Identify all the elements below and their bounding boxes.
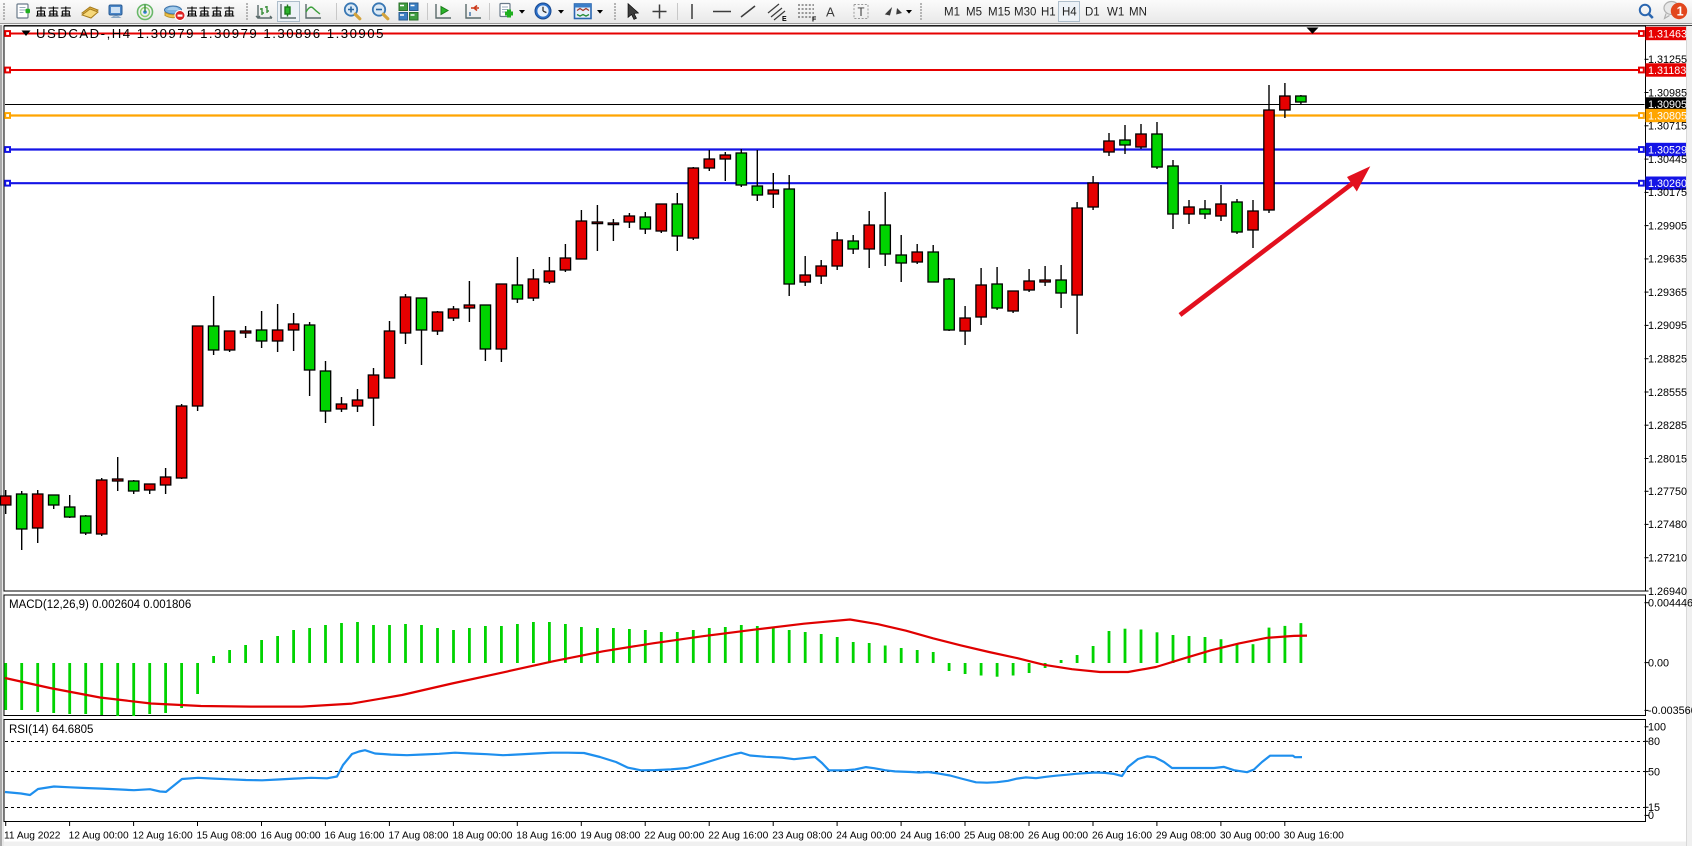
svg-text:RSI(14) 64.6805: RSI(14) 64.6805 bbox=[9, 724, 93, 736]
svg-text:T: T bbox=[858, 7, 865, 19]
svg-text:0: 0 bbox=[1648, 810, 1654, 822]
svg-text:18 Aug 00:00: 18 Aug 00:00 bbox=[452, 831, 512, 842]
svg-text:USDCAD-,H4 1.30979 1.30979 1.: USDCAD-,H4 1.30979 1.30979 1.30896 1.309… bbox=[36, 26, 385, 41]
svg-text:1.26940: 1.26940 bbox=[1648, 586, 1687, 598]
svg-text:1.30805: 1.30805 bbox=[1648, 110, 1687, 122]
svg-text:E: E bbox=[782, 16, 787, 23]
svg-text:30 Aug 16:00: 30 Aug 16:00 bbox=[1284, 831, 1344, 842]
svg-text:1.30445: 1.30445 bbox=[1648, 154, 1687, 166]
svg-text:16 Aug 16:00: 16 Aug 16:00 bbox=[324, 831, 384, 842]
svg-text:0.00: 0.00 bbox=[1648, 657, 1669, 669]
svg-text:1: 1 bbox=[1677, 5, 1684, 19]
svg-text:26 Aug 16:00: 26 Aug 16:00 bbox=[1092, 831, 1152, 842]
svg-text:1.30715: 1.30715 bbox=[1648, 121, 1687, 133]
svg-text:1.27210: 1.27210 bbox=[1648, 553, 1687, 565]
svg-text:19 Aug 08:00: 19 Aug 08:00 bbox=[580, 831, 640, 842]
svg-text:15 Aug 08:00: 15 Aug 08:00 bbox=[197, 831, 257, 842]
svg-text:1.29365: 1.29365 bbox=[1648, 287, 1687, 299]
svg-text:M30: M30 bbox=[1014, 7, 1036, 19]
svg-text:1.29635: 1.29635 bbox=[1648, 254, 1687, 266]
svg-text:MACD(12,26,9) 0.002604 0.00180: MACD(12,26,9) 0.002604 0.001806 bbox=[9, 599, 191, 611]
svg-text:25 Aug 08:00: 25 Aug 08:00 bbox=[964, 831, 1024, 842]
svg-text:H4: H4 bbox=[1062, 7, 1077, 19]
svg-text:A: A bbox=[826, 5, 835, 20]
svg-text:100: 100 bbox=[1648, 722, 1666, 734]
svg-text:22 Aug 00:00: 22 Aug 00:00 bbox=[644, 831, 704, 842]
svg-text:M5: M5 bbox=[966, 7, 982, 19]
svg-text:1.28555: 1.28555 bbox=[1648, 387, 1687, 399]
svg-text:1.30175: 1.30175 bbox=[1648, 187, 1687, 199]
svg-text:23 Aug 08:00: 23 Aug 08:00 bbox=[772, 831, 832, 842]
svg-text:1.27750: 1.27750 bbox=[1648, 486, 1687, 498]
svg-text:29 Aug 08:00: 29 Aug 08:00 bbox=[1156, 831, 1216, 842]
svg-text:30 Aug 00:00: 30 Aug 00:00 bbox=[1220, 831, 1280, 842]
svg-text:26 Aug 00:00: 26 Aug 00:00 bbox=[1028, 831, 1088, 842]
svg-text:W1: W1 bbox=[1107, 7, 1124, 19]
svg-text:24 Aug 16:00: 24 Aug 16:00 bbox=[900, 831, 960, 842]
svg-text:1.30905: 1.30905 bbox=[1648, 99, 1687, 111]
svg-text:1.29095: 1.29095 bbox=[1648, 320, 1687, 332]
svg-text:17 Aug 08:00: 17 Aug 08:00 bbox=[388, 831, 448, 842]
svg-text:H1: H1 bbox=[1041, 7, 1056, 19]
svg-text:M1: M1 bbox=[944, 7, 960, 19]
svg-text:15: 15 bbox=[1648, 802, 1660, 814]
svg-text:1.27480: 1.27480 bbox=[1648, 519, 1687, 531]
svg-text:1.30529: 1.30529 bbox=[1648, 144, 1687, 156]
svg-text:12 Aug 16:00: 12 Aug 16:00 bbox=[133, 831, 193, 842]
svg-text:1.28285: 1.28285 bbox=[1648, 420, 1687, 432]
svg-text:18 Aug 16:00: 18 Aug 16:00 bbox=[516, 831, 576, 842]
svg-text:24 Aug 00:00: 24 Aug 00:00 bbox=[836, 831, 896, 842]
svg-text:22 Aug 16:00: 22 Aug 16:00 bbox=[708, 831, 768, 842]
svg-text:1.29905: 1.29905 bbox=[1648, 220, 1687, 232]
svg-text:1.31463: 1.31463 bbox=[1648, 28, 1687, 40]
svg-text:11 Aug 2022: 11 Aug 2022 bbox=[4, 831, 61, 842]
svg-text:80: 80 bbox=[1648, 736, 1660, 748]
svg-text:50: 50 bbox=[1648, 766, 1660, 778]
svg-text:1.30260: 1.30260 bbox=[1648, 178, 1687, 190]
svg-text:-0.003566: -0.003566 bbox=[1648, 705, 1692, 717]
svg-text:1.31183: 1.31183 bbox=[1648, 65, 1686, 77]
svg-text:1.30985: 1.30985 bbox=[1648, 87, 1687, 99]
svg-text:1.31255: 1.31255 bbox=[1648, 54, 1687, 66]
svg-text:16 Aug 00:00: 16 Aug 00:00 bbox=[261, 831, 321, 842]
svg-text:F: F bbox=[812, 17, 817, 24]
svg-text:1.28015: 1.28015 bbox=[1648, 453, 1687, 465]
svg-text:0.004446: 0.004446 bbox=[1648, 598, 1692, 610]
svg-text:D1: D1 bbox=[1085, 7, 1100, 19]
svg-text:12 Aug 00:00: 12 Aug 00:00 bbox=[69, 831, 129, 842]
svg-text:1.28825: 1.28825 bbox=[1648, 354, 1687, 366]
svg-text:MN: MN bbox=[1129, 7, 1147, 19]
svg-text:M15: M15 bbox=[988, 7, 1010, 19]
